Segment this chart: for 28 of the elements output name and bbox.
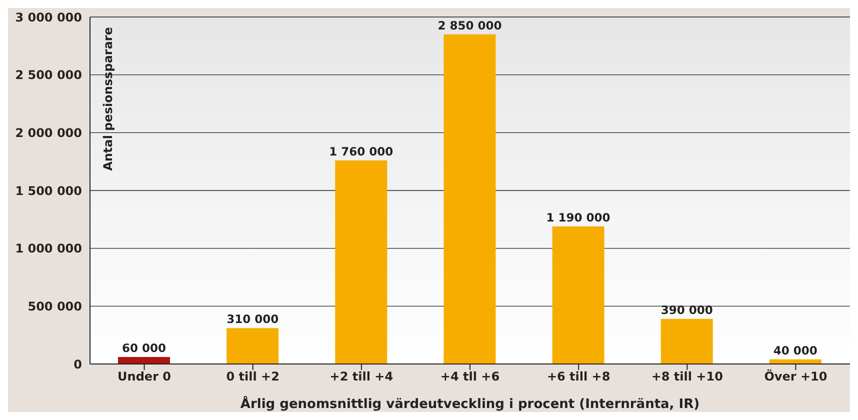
- y-axis-title: Antal pesionssparare: [101, 27, 115, 171]
- bar: [444, 34, 496, 364]
- bar: [552, 226, 604, 364]
- x-tick-label: +8 till +10: [651, 370, 723, 384]
- bar: [660, 318, 713, 364]
- data-label: 310 000: [226, 312, 279, 326]
- x-tick-label: +6 till +8: [546, 370, 610, 384]
- bar: [226, 328, 279, 364]
- data-label: 60 000: [122, 341, 166, 356]
- data-label: 40 000: [773, 343, 818, 358]
- y-tick-label: 2 500 000: [15, 68, 82, 82]
- y-tick-label: 2 000 000: [15, 126, 82, 140]
- data-label: 1 190 000: [546, 210, 610, 224]
- y-tick-label: 1 500 000: [15, 184, 82, 198]
- y-tick-label: 0: [74, 357, 82, 372]
- x-tick-label: +4 tll +6: [440, 370, 500, 384]
- x-tick-label: Under 0: [118, 370, 172, 384]
- x-tick-label: Över +10: [764, 368, 828, 384]
- x-tick-label: +2 till +4: [330, 370, 394, 384]
- data-label: 2 850 000: [438, 18, 502, 32]
- bar: [335, 160, 388, 364]
- data-label: 1 760 000: [329, 144, 394, 158]
- y-tick-label: 3 000 000: [15, 10, 82, 24]
- y-tick-label: 500 000: [28, 299, 82, 314]
- x-tick-label: 0 till +2: [226, 370, 280, 384]
- x-axis-title: Årlig genomsnittlig värdeutveckling i procent (Internränta, IR): [240, 395, 700, 412]
- y-tick-label: 1 000 000: [15, 242, 82, 256]
- bar: [118, 357, 170, 364]
